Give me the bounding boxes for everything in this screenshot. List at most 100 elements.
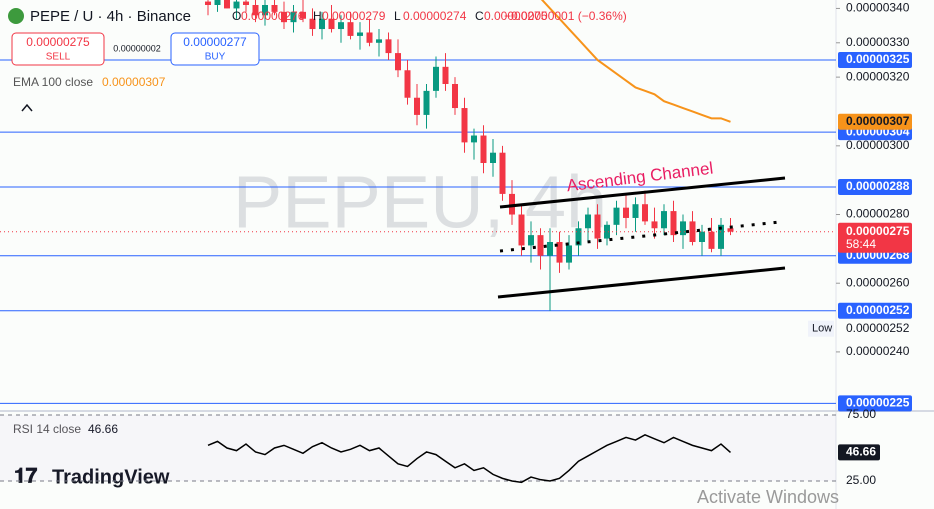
candle-body [613,207,620,225]
candle-body [632,204,639,218]
level-box [838,179,912,196]
candle-body [233,1,240,9]
candle-body [319,18,325,30]
candle-body [442,66,449,84]
candle-body [499,152,506,194]
candle-body [518,214,525,246]
candle-body [480,135,487,163]
candle-body [718,224,724,249]
ema-axis-label: 0.00000307 [846,114,910,128]
level-label: 0.00000325 [846,52,910,66]
candle-body [423,90,430,115]
ema-box [838,113,912,130]
symbol: PEPE / U · 4h · Binance [30,8,191,25]
candle-body [575,228,582,246]
collapse-toggle[interactable] [21,103,33,112]
channel-mid [499,220,781,253]
candle-body [328,18,335,30]
candle-body [395,53,401,71]
candle-body [585,214,591,229]
os-notice: Activate Windows [697,487,839,507]
level-box [838,395,912,412]
buy-label[interactable]: BUY [205,52,226,63]
y-tick-label: 0.00000240 [846,344,910,358]
y-tick-label: 0.00000320 [846,69,910,83]
candle-body [623,207,629,218]
candle-body [338,22,344,30]
rsi-axis-label: 46.66 [846,445,876,459]
logo-text: TradingView [52,466,170,488]
buy-price[interactable]: 0.00000277 [183,35,247,49]
sell-button[interactable] [11,32,105,66]
candle-body [509,193,515,215]
level-label: 0.00000252 [846,303,910,317]
sell-label[interactable]: SELL [46,52,71,63]
ohlc-value: 0.00000276 [241,9,305,23]
rsi-legend-value: 46.66 [88,422,118,436]
candle-body [680,221,686,236]
rsi-band [0,415,836,481]
candle-body [642,204,648,222]
low-value: 0.00000252 [846,321,910,335]
candle-body [300,11,306,19]
ema-legend: EMA 100 close [13,75,93,89]
low-box [808,320,834,337]
ohlc-letter: C [475,9,484,23]
logo: 𝟏𝟕 [14,465,38,488]
ohlc-value: 0.00000275 [484,9,548,23]
rsi-tick-label: 25.00 [846,473,876,487]
candle-body [528,235,534,246]
ohlc-letter: H [313,9,322,23]
spread: 0.00000002 [113,43,161,53]
low-text: Low [812,323,832,335]
y-tick-label: 0.00000340 [846,1,910,15]
level-label: 0.00000225 [846,396,910,410]
sell-price[interactable]: 0.00000275 [26,35,90,49]
ema-line [540,0,731,123]
candle-body [604,224,610,239]
level-label: 0.00000288 [846,179,910,193]
candle-body [366,32,373,43]
candle-body [271,5,278,12]
level-box [838,302,912,319]
candle-body [243,1,249,5]
candle-body [471,135,477,143]
ohlc-letter: O [232,9,241,23]
rsi-line [207,433,731,484]
channel-upper [499,176,786,209]
candle-body [699,231,705,242]
ohlc-letter: L [394,9,401,23]
candle-body [252,5,259,16]
candle-body [404,70,411,98]
ema-legend-value: 0.00000307 [102,75,166,89]
candle-body [309,18,316,30]
candle-body [205,1,211,5]
countdown: 58:44 [846,237,876,251]
plot [0,0,836,404]
y-tick-label: 0.00000300 [846,138,910,152]
candle-body [357,32,363,36]
candle-body [385,39,392,54]
last-price-box [838,222,912,253]
level-box [838,51,912,68]
last-price-label: 0.00000275 [846,224,910,238]
candle-body [290,11,297,23]
candle-body [708,231,715,249]
candle-body [537,235,544,256]
change: −0.00000001 (−0.36%) [504,9,627,23]
candle-body [214,0,221,5]
channel-lower [497,266,786,299]
rsi-tick-label: 75.00 [846,407,876,421]
candle-body [594,214,601,239]
rsi-legend: RSI 14 close [13,422,81,436]
buy-button[interactable] [170,32,260,66]
candle-body [490,152,496,163]
y-tick-label: 0.00000330 [846,35,910,49]
candle-body [651,221,658,229]
candle-body [727,228,734,232]
candle-body [661,211,667,229]
candle-body [347,22,354,36]
candle-body [262,5,268,16]
